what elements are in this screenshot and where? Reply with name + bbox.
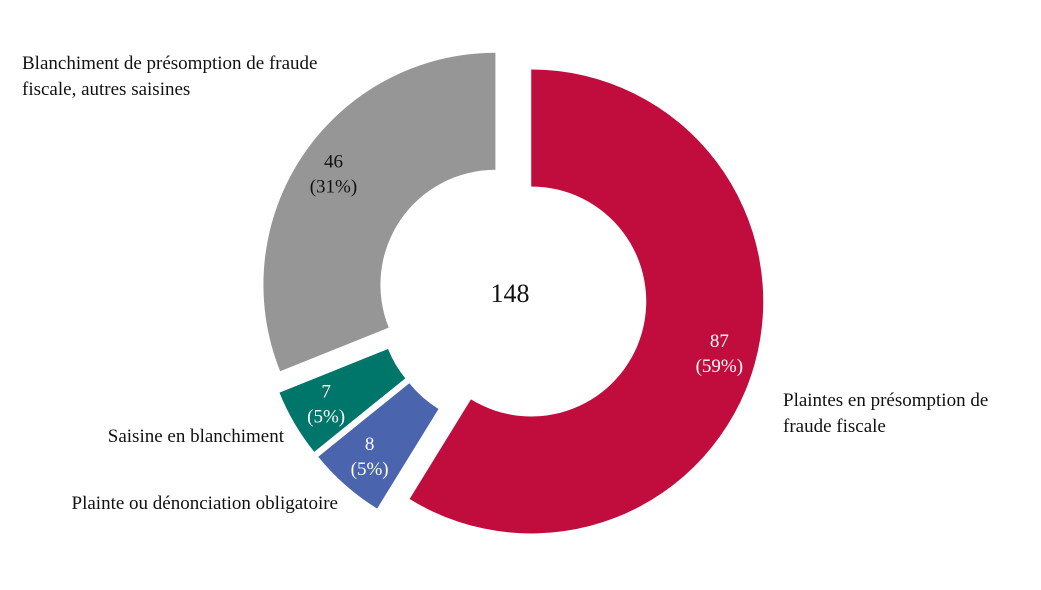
value-label: 8	[365, 434, 375, 455]
percent-label: (5%)	[351, 459, 389, 480]
category-label: Saisine en blanchiment	[107, 426, 284, 447]
value-label: 87	[710, 331, 729, 352]
donut-slice	[409, 69, 764, 534]
category-label: Plainte ou dénonciation obligatoire	[71, 493, 338, 514]
value-label: 7	[321, 381, 331, 402]
donut-slice	[279, 349, 406, 452]
percent-label: (31%)	[310, 177, 357, 198]
donut-slice	[318, 383, 439, 509]
category-label: Blanchiment de présomption de fraude fis…	[22, 53, 318, 100]
percent-label: (5%)	[307, 406, 345, 427]
center-total: 148	[491, 279, 530, 308]
donut-slice	[263, 52, 496, 372]
percent-label: (59%)	[696, 356, 743, 377]
value-label: 46	[324, 152, 343, 173]
category-label: Plaintes en présomption de fraude fiscal…	[783, 390, 989, 437]
